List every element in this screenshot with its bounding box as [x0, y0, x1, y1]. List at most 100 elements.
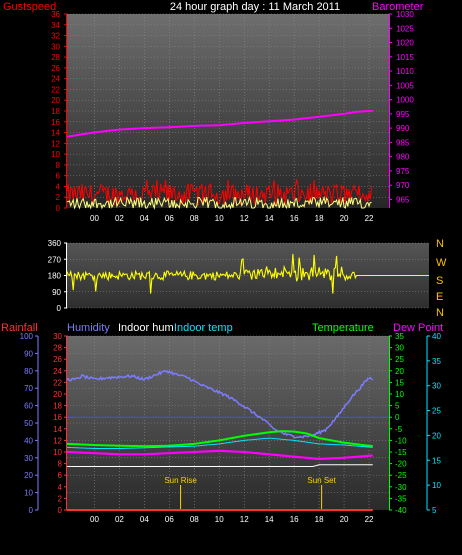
- temperature-tick-label: 22: [365, 515, 374, 524]
- barometer-tick-label: 1005: [396, 81, 414, 90]
- rainfall-tick-label: 14: [53, 425, 62, 434]
- temperature-tick-label: -15: [395, 448, 407, 457]
- rainfall-tick-label: 6: [58, 471, 63, 480]
- wind-tick-label: 00: [90, 214, 99, 223]
- rainfall-tick-label: 0: [58, 506, 63, 515]
- gust-tick-label: 2: [56, 193, 61, 202]
- barometer-tick-label: 995: [396, 110, 410, 119]
- humidity-series-line: [66, 369, 374, 439]
- barometer-tick-label: 1015: [396, 53, 414, 62]
- gust-tick-label: 30: [51, 42, 60, 51]
- humidity-tick-label: 0: [29, 506, 34, 515]
- barometer-tick-label: 1025: [396, 24, 414, 33]
- rainfall-tick-label: 26: [53, 355, 62, 364]
- temperature-tick-label: 06: [165, 515, 174, 524]
- wind-tick-label: 04: [140, 214, 149, 223]
- barometer-tick-label: 1030: [396, 10, 414, 19]
- rainfall-tick-label: 22: [53, 378, 62, 387]
- indoor-hum-series-line: [67, 464, 373, 467]
- wind-tick-label: 18: [315, 214, 324, 223]
- humidity-tick-label: 60: [24, 402, 33, 411]
- sunrise-label: Sun Rise: [164, 476, 197, 485]
- dew-point-label: Dew Point: [393, 322, 443, 334]
- humidity-tick-label: 10: [24, 489, 33, 498]
- temperature-tick-label: 5: [395, 402, 400, 411]
- rainfall-tick-label: 4: [58, 483, 63, 492]
- temperature-tick-label: 14: [265, 515, 274, 524]
- temperature-tick-label: 10: [395, 390, 404, 399]
- indoor-temp-tick-label: 25: [432, 407, 441, 416]
- humidity-label: Humidity: [67, 322, 110, 334]
- gust-tick-label: 34: [51, 21, 60, 30]
- compass-label-e: E: [436, 291, 443, 303]
- gust-tick-label: 10: [51, 150, 60, 159]
- gust-tick-label: 28: [51, 53, 60, 62]
- humidity-tick-label: 90: [24, 349, 33, 358]
- gust-tick-label: 6: [56, 172, 61, 181]
- humidity-tick-label: 20: [24, 471, 33, 480]
- indoor-temp-tick-label: 30: [432, 382, 441, 391]
- direction-tick-label: 270: [48, 255, 62, 264]
- gust-tick-label: 8: [56, 161, 61, 170]
- temperature-tick-label: 12: [240, 515, 249, 524]
- gust-tick-label: 14: [51, 129, 60, 138]
- humidity-tick-label: 100: [20, 332, 34, 341]
- wind-plot-area: [67, 14, 389, 208]
- temperature-tick-label: -40: [395, 506, 407, 515]
- wind-tick-label: 22: [365, 214, 374, 223]
- barometer-label: Barometer: [372, 1, 424, 13]
- rainfall-tick-label: 8: [58, 460, 63, 469]
- temperature-tick-label: -25: [395, 471, 407, 480]
- indoor-temp-label: Indoor temp: [174, 322, 233, 334]
- indoor-temp-tick-label: 40: [432, 332, 441, 341]
- indoor-temp-tick-label: 20: [432, 431, 441, 440]
- barometer-tick-label: 975: [396, 167, 410, 176]
- dew-point-series-line: [66, 449, 373, 461]
- barometer-tick-label: 1020: [396, 39, 414, 48]
- temperature-tick-label: 20: [395, 367, 404, 376]
- temperature-plot-area: [67, 336, 389, 510]
- temperature-tick-label: 10: [215, 515, 224, 524]
- temperature-tick-label: 00: [90, 515, 99, 524]
- temperature-tick-label: 18: [315, 515, 324, 524]
- gustspeed-label: Gustspeed: [3, 1, 56, 13]
- sunset-label: Sun Set: [307, 476, 336, 485]
- temperature-tick-label: 02: [115, 515, 124, 524]
- wind-tick-label: 06: [165, 214, 174, 223]
- wind-tick-label: 02: [115, 214, 124, 223]
- direction-tick-label: 90: [52, 288, 61, 297]
- rainfall-tick-label: 10: [53, 448, 62, 457]
- gust-series-line: [66, 178, 373, 206]
- direction-tick-label: 180: [48, 272, 62, 281]
- gust-tick-label: 0: [56, 204, 61, 213]
- gust-tick-label: 22: [51, 85, 60, 94]
- humidity-tick-label: 40: [24, 436, 33, 445]
- gust-tick-label: 20: [51, 96, 60, 105]
- compass-label-s: S: [436, 275, 443, 287]
- gust-tick-label: 16: [51, 118, 60, 127]
- temperature-tick-label: 30: [395, 344, 404, 353]
- barometer-tick-label: 980: [396, 153, 410, 162]
- temperature-tick-label: 04: [140, 515, 149, 524]
- gust-tick-label: 12: [51, 139, 60, 148]
- humidity-tick-label: 80: [24, 367, 33, 376]
- barometer-tick-label: 990: [396, 124, 410, 133]
- temperature-tick-label: 20: [340, 515, 349, 524]
- wind-tick-label: 10: [215, 214, 224, 223]
- direction-tick-label: 360: [48, 239, 62, 248]
- rainfall-tick-label: 16: [53, 413, 62, 422]
- gust-tick-label: 4: [56, 182, 61, 191]
- temperature-tick-label: -10: [395, 436, 407, 445]
- indoor-temp-tick-label: 10: [432, 481, 441, 490]
- temperature-tick-label: 25: [395, 355, 404, 364]
- direction-series-line: [66, 253, 429, 294]
- rainfall-tick-label: 28: [53, 344, 62, 353]
- gust-tick-label: 24: [51, 75, 60, 84]
- temperature-tick-label: -35: [395, 494, 407, 503]
- wind-tick-label: 08: [190, 214, 199, 223]
- wind-tick-label: 16: [290, 214, 299, 223]
- barometer-tick-label: 1000: [396, 96, 414, 105]
- rainfall-tick-label: 20: [53, 390, 62, 399]
- temperature-tick-label: -5: [395, 425, 403, 434]
